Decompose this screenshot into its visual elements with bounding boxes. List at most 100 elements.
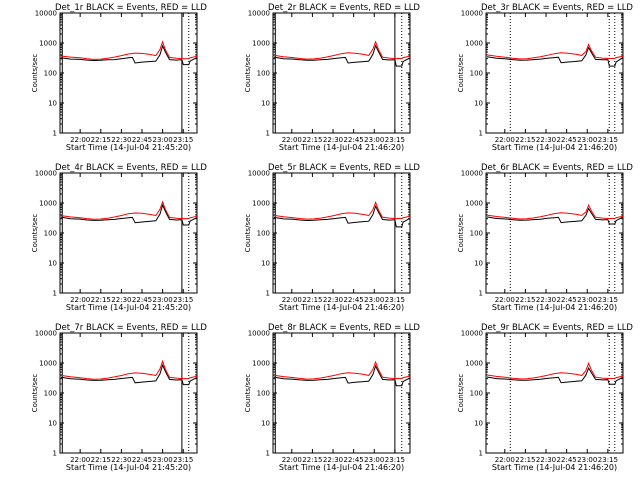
y-tick-label: 10000 [461, 10, 483, 18]
y-tick-label: 1000 [252, 200, 270, 208]
y-tick-label: 100 [257, 70, 270, 78]
y-tick-label: 100 [470, 390, 483, 398]
x-axis-label: Start Time (14-Jul-04 21:45:20) [66, 463, 191, 472]
x-tick-label: 22:45 [557, 136, 577, 144]
chart-title: Det_2r BLACK = Events, RED = LLD [268, 3, 420, 13]
series-line-black [486, 46, 624, 67]
y-tick-label: 1000 [252, 360, 270, 368]
chart-panel: Det_6r BLACK = Events, RED = LLD 1 10 100 10… [457, 163, 633, 312]
y-tick-label: 1000 [39, 40, 57, 48]
y-tick-label: 10 [48, 420, 57, 428]
y-tick-label: 1 [53, 130, 57, 138]
series-line-black [486, 366, 624, 385]
series-line-red [486, 361, 624, 380]
y-tick-label: 1 [266, 130, 270, 138]
x-tick-label: 22:15 [302, 456, 322, 464]
y-tick-label: 100 [44, 390, 57, 398]
x-tick-label: 22:45 [132, 296, 152, 304]
x-tick-label: 22:30 [536, 136, 556, 144]
x-tick-label: 22:15 [91, 456, 111, 464]
series-line-black [273, 204, 411, 228]
y-tick-label: 10000 [35, 10, 57, 18]
y-tick-label: 10 [474, 100, 483, 108]
x-tick-label: 22:45 [557, 456, 577, 464]
x-tick-label: 23:15 [173, 296, 193, 304]
series-line-black [486, 207, 624, 225]
x-tick-label: 22:45 [132, 456, 152, 464]
y-tick-label: 1 [266, 450, 270, 458]
x-tick-label: 22:15 [515, 296, 535, 304]
y-tick-label: 10 [261, 100, 270, 108]
series-line-red [60, 200, 198, 220]
plot-frame [272, 12, 411, 134]
x-axis-label: Start Time (14-Jul-04 21:46:20) [279, 143, 404, 152]
chart-panel: Det_7r BLACK = Events, RED = LLD 1 10 100 10… [31, 323, 207, 472]
y-tick-label: 10000 [461, 170, 483, 178]
x-tick-label: 22:45 [557, 296, 577, 304]
chart-panel: Det_2r BLACK = Events, RED = LLD 1 10 100 10… [244, 3, 420, 152]
x-tick-label: 22:15 [515, 136, 535, 144]
x-tick-label: 22:30 [536, 296, 556, 304]
x-axis-label: Start Time (14-Jul-04 21:45:20) [66, 143, 191, 152]
y-tick-label: 10 [261, 420, 270, 428]
chart-panel: Det_3r BLACK = Events, RED = LLD 1 10 100 10… [457, 3, 633, 152]
plot-frame [59, 332, 198, 454]
chart-panel: Det_5r BLACK = Events, RED = LLD 1 10 100 10… [244, 163, 420, 312]
x-tick-label: 22:30 [111, 136, 131, 144]
plot-frame [485, 12, 624, 134]
y-tick-label: 10 [48, 260, 57, 268]
y-tick-label: 100 [257, 390, 270, 398]
y-tick-label: 100 [470, 230, 483, 238]
plot-frame [485, 332, 624, 454]
x-tick-label: 23:15 [173, 456, 193, 464]
x-tick-label: 22:00 [495, 296, 515, 304]
series-line-red [273, 360, 411, 380]
series-line-red [273, 40, 411, 60]
y-tick-label: 1000 [465, 40, 483, 48]
x-tick-label: 22:15 [91, 136, 111, 144]
plot-frame [59, 12, 198, 134]
x-axis-label: Start Time (14-Jul-04 21:46:20) [279, 303, 404, 312]
x-tick-label: 23:15 [598, 456, 618, 464]
y-tick-label: 10000 [248, 10, 270, 18]
y-tick-label: 10 [474, 260, 483, 268]
y-tick-label: 1 [53, 450, 57, 458]
x-tick-label: 23:15 [385, 456, 405, 464]
y-tick-label: 100 [257, 230, 270, 238]
x-tick-label: 22:00 [70, 456, 90, 464]
x-tick-label: 23:15 [385, 296, 405, 304]
chart-panel: Det_1r BLACK = Events, RED = LLD 1 10 100 10… [31, 3, 207, 152]
y-axis-label: Counts/sec [457, 374, 465, 413]
x-tick-label: 23:15 [173, 136, 193, 144]
series-line-red [486, 43, 624, 60]
x-tick-label: 23:15 [598, 296, 618, 304]
x-tick-label: 22:45 [132, 136, 152, 144]
y-tick-label: 1 [266, 290, 270, 298]
x-tick-label: 22:00 [282, 296, 302, 304]
y-tick-label: 10000 [35, 170, 57, 178]
x-tick-label: 23:00 [364, 296, 384, 304]
plot-frame [485, 172, 624, 294]
x-tick-label: 22:00 [495, 136, 515, 144]
y-tick-label: 10 [48, 100, 57, 108]
x-tick-label: 23:15 [598, 136, 618, 144]
series-line-black [273, 44, 411, 67]
y-axis-label: Counts/sec [31, 214, 39, 253]
y-tick-label: 1 [479, 290, 483, 298]
y-tick-label: 1000 [39, 200, 57, 208]
y-axis-label: Counts/sec [244, 374, 252, 413]
x-tick-label: 22:15 [302, 296, 322, 304]
y-tick-label: 1000 [465, 360, 483, 368]
x-tick-label: 22:00 [282, 456, 302, 464]
x-axis-label: Start Time (14-Jul-04 21:46:20) [492, 143, 617, 152]
x-tick-label: 23:00 [577, 456, 597, 464]
x-tick-label: 22:30 [111, 296, 131, 304]
x-tick-label: 22:00 [70, 136, 90, 144]
x-tick-label: 22:00 [495, 456, 515, 464]
x-tick-label: 23:00 [577, 136, 597, 144]
plot-frame [59, 172, 198, 294]
y-axis-label: Counts/sec [457, 214, 465, 253]
series-line-red [60, 359, 198, 380]
series-line-black [60, 203, 198, 226]
